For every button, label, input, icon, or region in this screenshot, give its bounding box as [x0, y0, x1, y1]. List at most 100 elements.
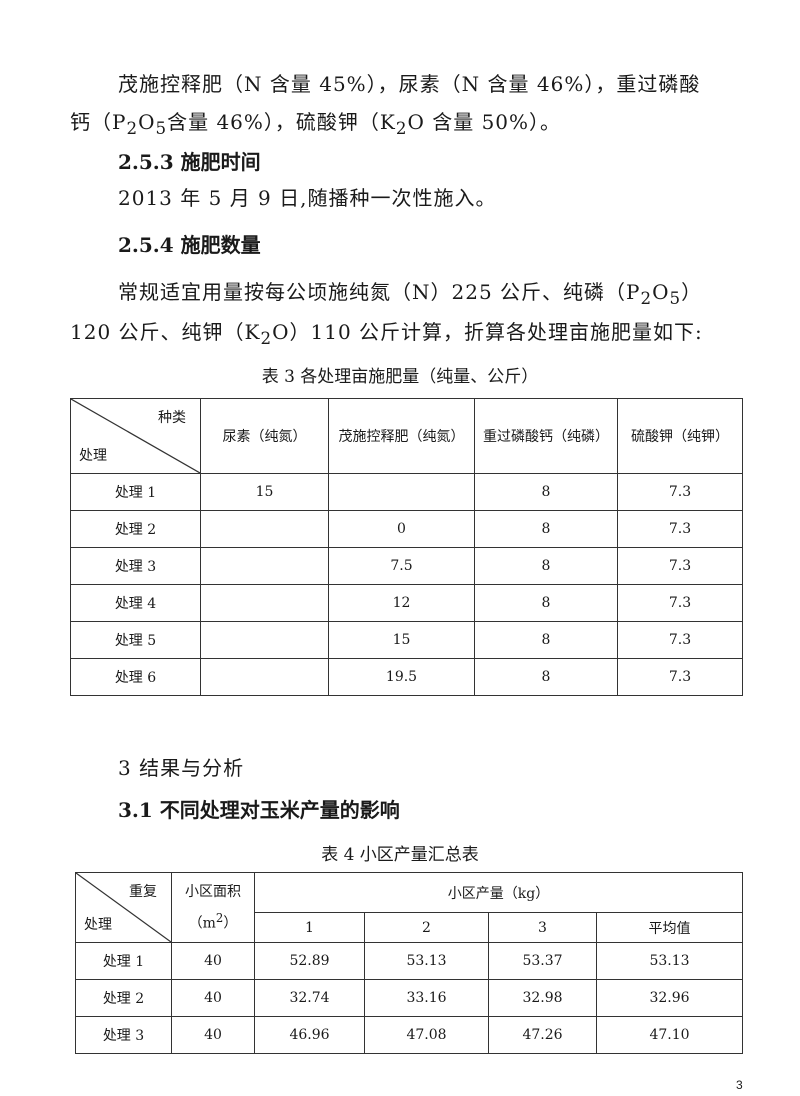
table-row: 处理 1 40 52.89 53.13 53.37 53.13 [75, 942, 743, 980]
table-row: 处理 5 15 8 7.3 [70, 621, 743, 659]
table-row: 处理 2 40 32.74 33.16 32.98 32.96 [75, 979, 743, 1017]
text: 钙（P [70, 110, 127, 134]
table-row: 处理 4 12 8 7.3 [70, 584, 743, 622]
column-header: 茂施控释肥（纯氮） [328, 398, 475, 474]
table-cell: 53.13 [596, 942, 743, 980]
table-cell: 53.37 [488, 942, 597, 980]
table-cell: 8 [474, 658, 618, 696]
corner-bottom: 处理 [79, 448, 107, 464]
area-header: 小区面积 （m2） [171, 872, 255, 943]
table-cell: 15 [328, 621, 475, 659]
table-cell: 46.96 [254, 1016, 365, 1054]
corner-bottom: 处理 [84, 917, 112, 933]
text: （m [188, 915, 216, 932]
row-label: 处理 3 [70, 547, 201, 585]
table-cell [328, 473, 475, 511]
text: O）110 公斤计算，折算各处理亩施肥量如下: [272, 320, 703, 344]
table-cell: 52.89 [254, 942, 365, 980]
text: O [652, 280, 670, 304]
table-cell: 47.10 [596, 1016, 743, 1054]
text: 常规适宜用量按每公顷施纯氮（N）225 公斤、纯磷（P [118, 280, 641, 304]
table-cell: 8 [474, 510, 618, 548]
text: 2 [215, 911, 224, 925]
row-label: 处理 6 [70, 658, 201, 696]
table-cell [200, 621, 329, 659]
table-row: 处理 6 19.5 8 7.3 [70, 658, 743, 696]
text: O 含量 50%）。 [407, 110, 562, 134]
column-header: 3 [488, 912, 597, 943]
table-cell: 8 [474, 547, 618, 585]
paragraph: 茂施控释肥（N 含量 45%），尿素（N 含量 46%），重过磷酸 [118, 72, 701, 96]
table-cell: 7.3 [617, 510, 743, 548]
table-cell: 40 [171, 979, 255, 1017]
section-heading: 2.5.3 施肥时间 [118, 150, 261, 174]
paragraph: 2013 年 5 月 9 日,随播种一次性施入。 [118, 186, 497, 210]
table-row: 处理 1 15 8 7.3 [70, 473, 743, 511]
table-cell: 15 [200, 473, 329, 511]
text: ） [681, 280, 703, 304]
table-cell: 47.26 [488, 1016, 597, 1054]
table-cell [200, 510, 329, 548]
corner-top: 种类 [158, 410, 186, 426]
text: 2 [126, 119, 139, 138]
corner-header: 种类处理 [70, 398, 201, 474]
section-heading: 3 结果与分析 [118, 756, 245, 780]
text: 2 [395, 119, 408, 138]
table-cell: 32.98 [488, 979, 597, 1017]
table-3: 种类 处理 尿素（纯氮） 茂施控释肥（纯氮） 重过磷酸钙（纯磷） 硫酸钾（纯钾） … [70, 398, 743, 696]
column-header: 平均值 [596, 912, 743, 943]
table-caption: 表 4 小区产量汇总表 [321, 845, 479, 865]
table-row: 处理 3 7.5 8 7.3 [70, 547, 743, 585]
text: 5 [155, 119, 168, 138]
corner-top: 重复 [129, 884, 157, 900]
table-cell: 53.13 [364, 942, 489, 980]
table-cell [200, 584, 329, 622]
text: 2 [260, 329, 273, 348]
corner-header: 重复处理 [75, 872, 172, 943]
paragraph: 钙（P2O5含量 46%），硫酸钾（K2O 含量 50%）。 [70, 106, 561, 138]
section-heading: 3.1 不同处理对玉米产量的影响 [118, 798, 400, 822]
table-cell: 7.3 [617, 658, 743, 696]
row-label: 处理 4 [70, 584, 201, 622]
paragraph: 常规适宜用量按每公顷施纯氮（N）225 公斤、纯磷（P2O5） [118, 276, 702, 308]
paragraph: 120 公斤、纯钾（K2O）110 公斤计算，折算各处理亩施肥量如下: [70, 316, 703, 348]
table-caption: 表 3 各处理亩施肥量（纯量、公斤） [261, 367, 539, 387]
table-cell: 12 [328, 584, 475, 622]
row-label: 处理 2 [75, 979, 172, 1017]
table-cell: 40 [171, 942, 255, 980]
table-cell: 7.3 [617, 547, 743, 585]
row-label: 处理 3 [75, 1016, 172, 1054]
page-number: 3 [736, 1078, 743, 1092]
text: O [138, 110, 156, 134]
text: 5 [669, 289, 682, 308]
table-cell [200, 658, 329, 696]
table-cell: 19.5 [328, 658, 475, 696]
text: 含量 46%），硫酸钾（K [167, 110, 396, 134]
table-cell: 8 [474, 621, 618, 659]
section-heading: 2.5.4 施肥数量 [118, 233, 261, 257]
column-header: 2 [364, 912, 489, 943]
table-4: 重复 处理 小区面积 （m2） 小区产量（kg） 1 2 3 平均值 处理 1 40 52.8… [75, 872, 743, 1054]
table-cell: 8 [474, 584, 618, 622]
table-cell: 7.3 [617, 584, 743, 622]
table-row: 处理 3 40 46.96 47.08 47.26 47.10 [75, 1016, 743, 1054]
table-cell: 7.3 [617, 621, 743, 659]
text: ） [223, 915, 238, 932]
row-label: 处理 1 [75, 942, 172, 980]
table-cell: 33.16 [364, 979, 489, 1017]
row-label: 处理 5 [70, 621, 201, 659]
row-label: 处理 2 [70, 510, 201, 548]
column-header: 1 [254, 912, 365, 943]
row-label: 处理 1 [70, 473, 201, 511]
table-cell: 32.74 [254, 979, 365, 1017]
column-header: 尿素（纯氮） [200, 398, 329, 474]
table-cell: 40 [171, 1016, 255, 1054]
text: 120 公斤、纯钾（K [70, 320, 261, 344]
table-cell: 0 [328, 510, 475, 548]
column-header: 重过磷酸钙（纯磷） [474, 398, 618, 474]
table-cell: 7.5 [328, 547, 475, 585]
column-header: 硫酸钾（纯钾） [617, 398, 743, 474]
text: 2 [640, 289, 653, 308]
table-cell [200, 547, 329, 585]
table-row: 处理 2 0 8 7.3 [70, 510, 743, 548]
